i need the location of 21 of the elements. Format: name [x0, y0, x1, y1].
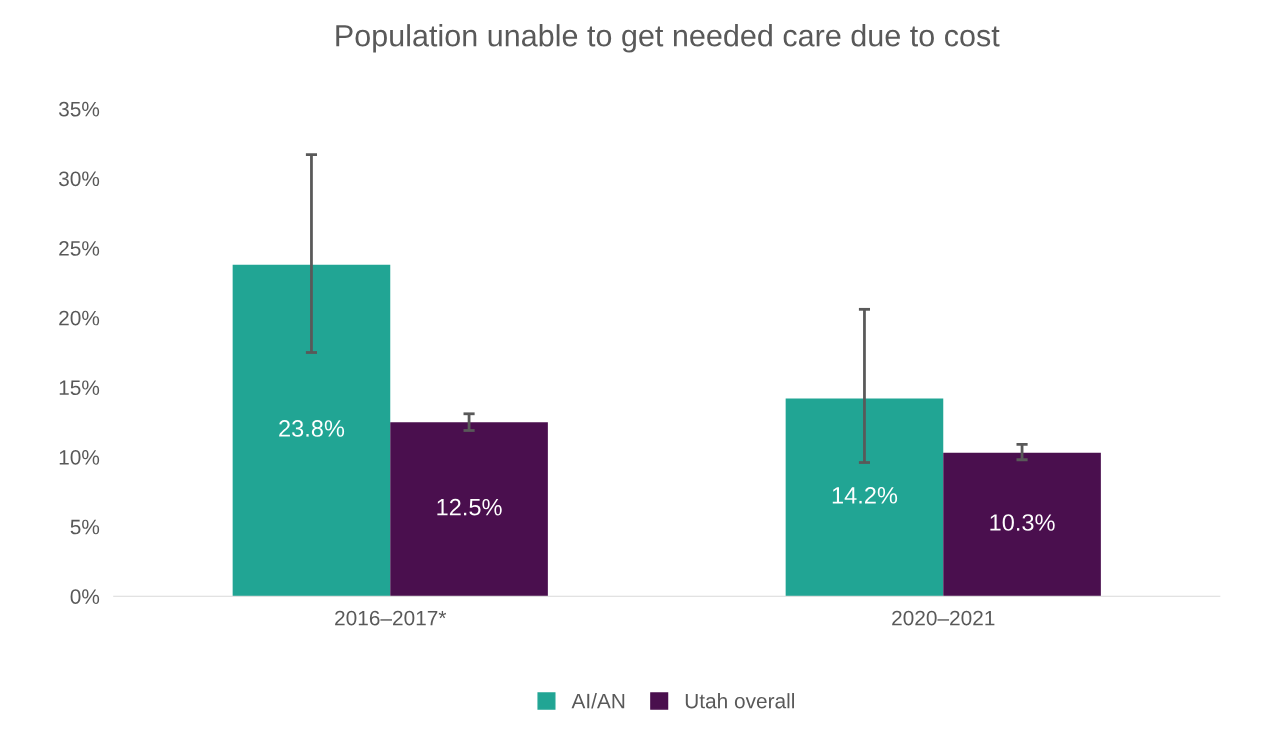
- y-tick-label: 5%: [70, 519, 100, 535]
- chart-title: Population unable to get needed care due to cost: [336, 24, 1000, 53]
- bar: [785, 398, 944, 597]
- data-label: 14.2%: [832, 486, 898, 504]
- data-label: 10.3%: [990, 514, 1055, 531]
- y-tick-label: 30%: [58, 171, 100, 187]
- bar: [232, 264, 391, 597]
- y-tick-label: 0%: [70, 589, 100, 604]
- y-tick-label: 35%: [58, 101, 100, 117]
- bar: [390, 422, 548, 597]
- bar: [943, 452, 1101, 597]
- legend-label: AI/AN: [571, 693, 625, 709]
- y-tick-label: 15%: [59, 380, 100, 396]
- y-tick-label: 20%: [59, 310, 100, 326]
- legend-label: Utah overall: [685, 693, 794, 709]
- x-tick-label: 2020–2021: [892, 610, 995, 626]
- data-label: 12.5%: [437, 498, 502, 516]
- x-tick-label: 2016–2017*: [335, 610, 447, 626]
- y-tick-label: 10%: [59, 449, 100, 465]
- data-label: 23.8%: [279, 420, 345, 437]
- y-tick-label: 25%: [59, 241, 100, 256]
